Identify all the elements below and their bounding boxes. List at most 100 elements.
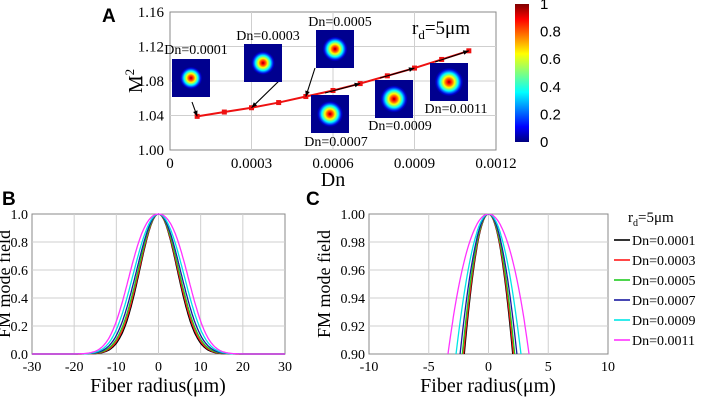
mode-insets: Dn=0.0001Dn=0.0003Dn=0.0005Dn=0.0007Dn=0… xyxy=(164,15,487,150)
colorbar-tick-label: 0.4 xyxy=(540,79,561,96)
inset-label: Dn=0.0001 xyxy=(164,43,228,58)
y-tick-label: 0.90 xyxy=(341,348,366,363)
panel-c: C -10 -5 0 5 10 0.90 0.92 0.94 0.96 0.98 1.00 FM m… xyxy=(306,189,696,397)
legend-entry: Dn=0.0011 xyxy=(632,334,695,349)
y-tick-label: 1.0 xyxy=(11,208,29,223)
x-tick-label: 10 xyxy=(601,360,615,375)
inset-arrowhead xyxy=(251,102,258,108)
series-line-4 xyxy=(459,214,518,354)
grid-c xyxy=(369,214,608,354)
y-axis-label-c: FM mode field xyxy=(314,230,334,338)
ticks-a: 0 0.0003 0.0006 0.0009 0.0012 1.00 1.04 1.08 1.1… xyxy=(138,5,517,172)
y-tick-label: 0.4 xyxy=(11,292,29,307)
inset-label: Dn=0.0011 xyxy=(425,102,488,117)
panel-label-a: A xyxy=(102,6,116,27)
legend-title: rd=5μm xyxy=(628,210,674,229)
x-tick-label: 0 xyxy=(166,156,174,172)
x-tick-label: 0.0012 xyxy=(475,156,516,172)
series-line-3 xyxy=(461,214,516,354)
ticks-b: -30 -20 -10 0 10 20 30 0.0 0.2 0.4 0.6 0.8 1.0 xyxy=(11,208,293,375)
mode-spot xyxy=(380,85,408,113)
x-tick-label: 0 xyxy=(155,360,162,375)
x-axis-label-c: Fiber radius(μm) xyxy=(420,375,556,397)
inset-arrow xyxy=(434,50,470,63)
y-tick-label: 1.08 xyxy=(138,74,164,90)
colorbar-tick-label: 0.6 xyxy=(540,51,561,68)
y-axis-label-b: FM mode field xyxy=(0,230,14,338)
ticks-c: -10 -5 0 5 10 0.90 0.92 0.94 0.96 0.98 1.00 xyxy=(341,208,616,375)
inset-arrow xyxy=(324,83,361,94)
legend-entry: Dn=0.0005 xyxy=(632,274,696,289)
x-tick-label: 20 xyxy=(236,360,250,375)
mode-spot xyxy=(435,68,463,96)
inset-arrowhead xyxy=(462,50,469,55)
x-tick-label: 5 xyxy=(545,360,552,375)
panel-label-c: C xyxy=(306,189,320,210)
inset-label: Dn=0.0009 xyxy=(368,119,432,134)
y-tick-label: 0.8 xyxy=(11,236,29,251)
panel-label-b: B xyxy=(2,189,16,210)
x-tick-label: 30 xyxy=(278,360,292,375)
y-tick-label: 0.2 xyxy=(11,320,29,335)
legend-entry: Dn=0.0001 xyxy=(632,234,696,249)
x-tick-label: -5 xyxy=(423,360,435,375)
y-tick-label: 0.92 xyxy=(341,320,366,335)
y-tick-label: 1.00 xyxy=(138,143,164,159)
legend-entry: Dn=0.0007 xyxy=(632,294,696,309)
series-lines-c xyxy=(447,214,530,354)
series-line-6 xyxy=(447,214,530,354)
x-tick-label: -30 xyxy=(23,360,42,375)
x-tick-label: 0.0009 xyxy=(394,156,435,172)
series-line-6 xyxy=(32,213,285,355)
colorbar-ticks: 1 0.8 0.6 0.4 0.2 0 xyxy=(540,0,561,151)
panel-b: B -30 -20 -10 0 10 20 30 0.0 0.2 0.4 0.6 0.8 1.0 FM … xyxy=(0,189,292,397)
y-axis-label-a: M2 xyxy=(122,69,147,93)
mode-spot xyxy=(322,36,348,62)
x-tick-label: 0.0003 xyxy=(231,156,272,172)
x-tick-label: 0 xyxy=(485,360,492,375)
colorbar-tick-label: 0 xyxy=(540,134,548,151)
series-lines-b xyxy=(32,213,285,355)
data-point xyxy=(221,109,227,115)
inset-label: Dn=0.0003 xyxy=(236,29,300,44)
y-tick-label: 0.0 xyxy=(11,348,29,363)
y-tick-label: 1.16 xyxy=(138,5,165,21)
legend-entry: Dn=0.0003 xyxy=(632,254,696,269)
mode-spot xyxy=(251,51,275,75)
x-tick-label: 0.0006 xyxy=(312,156,354,172)
colorbar-tick-label: 0.8 xyxy=(540,24,561,41)
inset-label: Dn=0.0007 xyxy=(304,135,368,150)
y-tick-label: 0.94 xyxy=(341,292,366,307)
colorbar-tick-label: 1 xyxy=(540,0,548,13)
x-tick-label: -20 xyxy=(65,360,84,375)
inset-arrowhead xyxy=(193,110,198,117)
x-tick-label: 10 xyxy=(194,360,208,375)
inset-label: Dn=0.0005 xyxy=(308,15,372,30)
x-axis-label-b: Fiber radius(μm) xyxy=(90,375,226,397)
x-axis-label-a: Dn xyxy=(321,169,345,191)
y-tick-label: 1.04 xyxy=(138,109,165,125)
panel-a: A 0 0.0003 0.0006 0.0009 0.0012 1.00 1.04 1.08 1… xyxy=(102,0,561,191)
y-tick-label: 1.00 xyxy=(341,208,366,223)
data-point xyxy=(276,100,282,106)
series-line-2 xyxy=(462,214,515,354)
mode-spot xyxy=(180,67,202,89)
inset-arrow xyxy=(379,67,415,79)
inset-arrowhead xyxy=(408,67,415,72)
legend: Dn=0.0001 Dn=0.0003 Dn=0.0005 Dn=0.0007 Dn=0… xyxy=(614,234,696,349)
colorbar-tick-label: 0.2 xyxy=(540,106,561,123)
mode-spot xyxy=(317,101,343,127)
series-line-5 xyxy=(455,214,522,354)
y-tick-label: 0.6 xyxy=(11,264,29,279)
inset-arrowhead xyxy=(305,90,310,97)
y-tick-label: 0.98 xyxy=(341,236,366,251)
x-tick-label: -10 xyxy=(360,360,379,375)
colorbar xyxy=(515,4,529,142)
y-tick-label: 1.12 xyxy=(138,40,164,56)
y-tick-label: 0.96 xyxy=(341,264,366,279)
grid-b xyxy=(32,214,285,354)
inset-arrow xyxy=(251,78,282,109)
x-tick-label: -10 xyxy=(107,360,126,375)
annotation-rd: rd=5μm xyxy=(412,18,470,42)
